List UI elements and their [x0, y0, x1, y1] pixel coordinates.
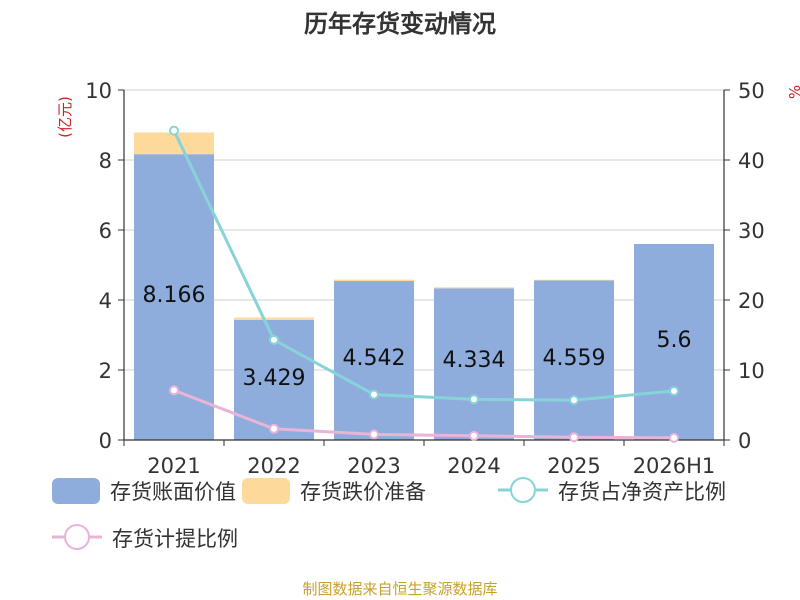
left-tick-label: 8 [99, 149, 112, 173]
data-label: 5.6 [657, 328, 692, 353]
legend-swatch [242, 478, 290, 504]
bar-impairment-reserve [334, 279, 414, 282]
left-tick-label: 10 [85, 79, 112, 103]
data-label: 4.334 [443, 348, 506, 373]
right-axis-unit: % [786, 85, 800, 99]
x-tick-label: 2025 [547, 454, 600, 478]
left-tick-label: 0 [99, 429, 112, 453]
bar-book-value [334, 281, 414, 440]
left-axis-unit: (亿元) [56, 96, 74, 138]
left-tick-label: 2 [99, 359, 112, 383]
grid-layer [124, 89, 724, 371]
point-net-asset-ratio [469, 394, 479, 405]
point-provision-ratio [469, 430, 479, 441]
legend-marker [510, 477, 536, 503]
point-provision-ratio [369, 429, 379, 440]
right-tick-label: 0 [738, 429, 751, 453]
point-provision-ratio [569, 432, 579, 443]
label-layer: 8.166 3.429 4.542 4.334 4.559 5.6 [143, 283, 692, 391]
legend-label: 存货占净资产比例 [558, 480, 726, 504]
data-label: 3.429 [243, 366, 306, 391]
right-tick-label: 20 [738, 289, 765, 313]
point-net-asset-ratio [669, 386, 679, 396]
line-provision-ratio [173, 388, 675, 440]
legend-label: 存货计提比例 [112, 527, 238, 551]
right-tick-label: 40 [738, 149, 765, 173]
data-label: 4.559 [543, 346, 606, 371]
legend-label: 存货跌价准备 [300, 480, 426, 504]
x-tick-label: 2024 [447, 454, 500, 478]
source-note: 制图数据来自恒生聚源数据库 [302, 580, 497, 598]
legend-label: 存货账面价值 [110, 480, 236, 504]
legend-swatch [52, 478, 100, 504]
line-net-asset-ratio [172, 129, 675, 402]
right-tick-label: 30 [738, 219, 765, 243]
data-label: 4.542 [343, 346, 406, 371]
chart-title: 历年存货变动情况 [304, 10, 496, 38]
line-layer [169, 125, 679, 443]
point-net-asset-ratio [269, 334, 279, 345]
bar-impairment-reserve [434, 287, 514, 289]
bar-book-value [534, 280, 614, 440]
bar-impairment-reserve [534, 279, 614, 281]
legend-marker [64, 524, 90, 550]
x-tick-label: 2023 [347, 454, 400, 478]
right-tick-label: 50 [738, 79, 765, 103]
bar-impairment-reserve [234, 317, 314, 320]
point-net-asset-ratio [369, 389, 379, 400]
bar-impairment-reserve [134, 132, 214, 155]
x-tick-label: 2022 [247, 454, 300, 478]
left-tick-label: 6 [99, 219, 112, 243]
x-tick-label: 2021 [147, 454, 200, 478]
point-provision-ratio [269, 423, 279, 434]
point-provision-ratio [169, 385, 179, 396]
point-provision-ratio [669, 432, 679, 443]
point-net-asset-ratio [169, 125, 179, 136]
data-label: 8.166 [143, 283, 206, 308]
bar-book-value [434, 288, 514, 440]
x-tick-label: 2026H1 [633, 454, 716, 478]
left-tick-label: 4 [99, 289, 112, 313]
axis-layer: 0 2 4 6 8 10 0 10 20 30 40 50 2021 2022 2023 2024 2025 20… [85, 79, 764, 478]
right-tick-label: 10 [738, 359, 765, 383]
bar-book-value [634, 244, 714, 440]
bar-layer [134, 132, 714, 440]
point-net-asset-ratio [569, 395, 579, 406]
